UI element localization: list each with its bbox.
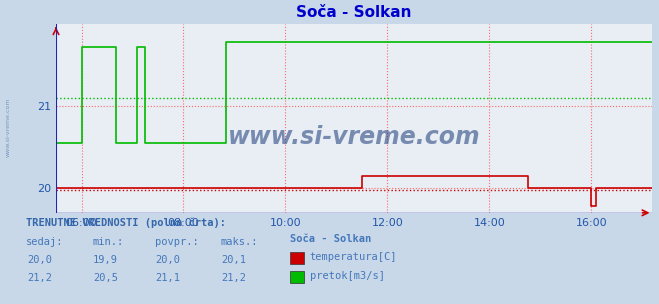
Text: povpr.:: povpr.: [155, 237, 198, 247]
Text: min.:: min.: [92, 237, 123, 247]
Text: maks.:: maks.: [221, 237, 258, 247]
Text: Soča - Solkan: Soča - Solkan [290, 234, 371, 244]
Text: 20,1: 20,1 [221, 255, 246, 265]
Text: sedaj:: sedaj: [26, 237, 64, 247]
Text: www.si-vreme.com: www.si-vreme.com [5, 98, 11, 157]
Title: Soča - Solkan: Soča - Solkan [297, 5, 412, 20]
Text: temperatura[C]: temperatura[C] [310, 252, 397, 262]
Text: 20,0: 20,0 [27, 255, 52, 265]
Text: 21,1: 21,1 [156, 273, 181, 283]
Text: www.si-vreme.com: www.si-vreme.com [228, 126, 480, 149]
Text: 21,2: 21,2 [27, 273, 52, 283]
Text: 19,9: 19,9 [93, 255, 118, 265]
Text: 20,5: 20,5 [93, 273, 118, 283]
Text: 21,2: 21,2 [221, 273, 246, 283]
Text: TRENUTNE VREDNOSTI (polna črta):: TRENUTNE VREDNOSTI (polna črta): [26, 218, 226, 229]
Text: pretok[m3/s]: pretok[m3/s] [310, 271, 385, 281]
Text: 20,0: 20,0 [156, 255, 181, 265]
